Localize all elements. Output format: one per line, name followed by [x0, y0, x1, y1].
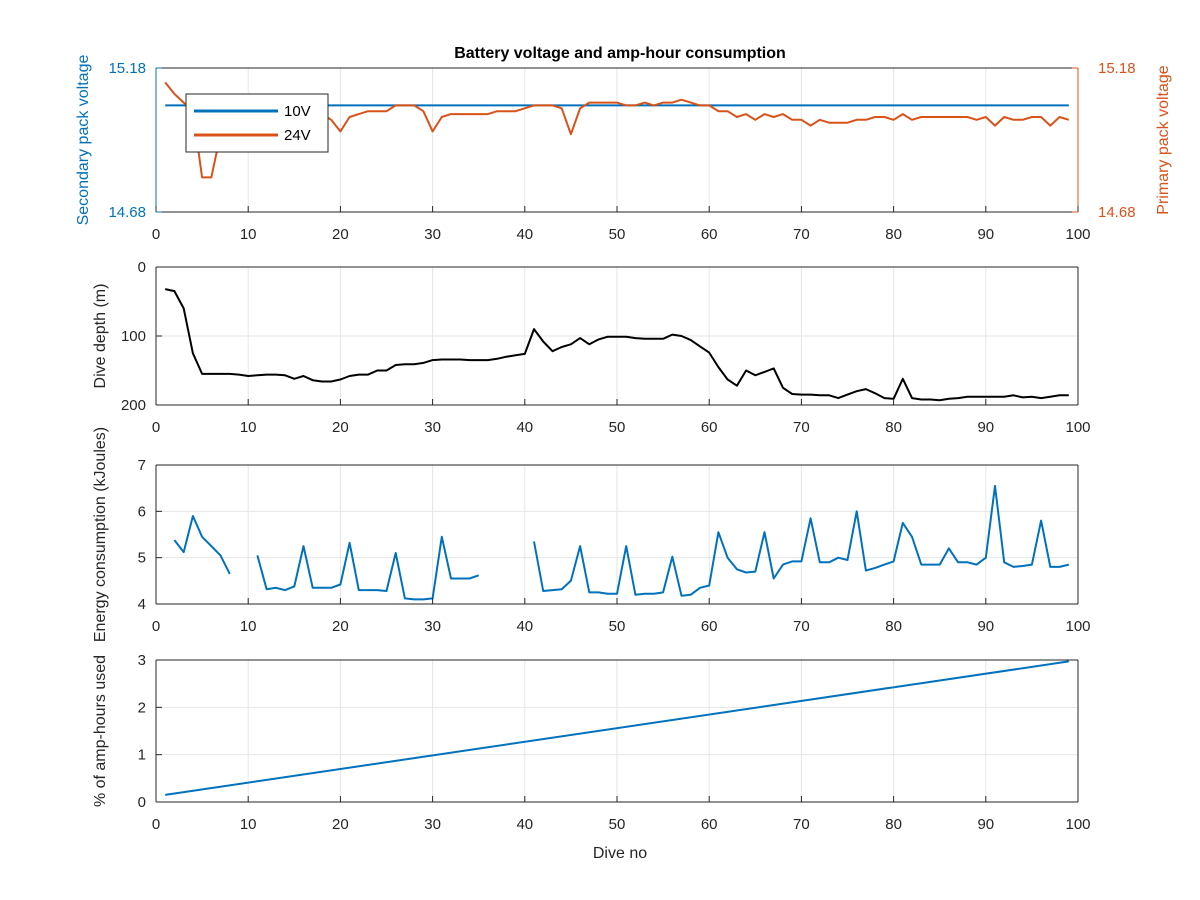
x-tick-label-0-10: 100	[1065, 226, 1090, 243]
y-axis-label-1: Dive depth (m)	[92, 284, 109, 389]
x-tick-label-0-4: 40	[516, 226, 533, 243]
x-tick-label-1-8: 80	[885, 419, 902, 436]
y-tick-label-1-2: 200	[121, 397, 146, 414]
x-tick-label-3-4: 40	[516, 816, 533, 833]
x-tick-label-2-5: 50	[609, 618, 626, 635]
x-tick-label-1-7: 70	[793, 419, 810, 436]
y-tick-label-0-0: 14.68	[108, 204, 146, 221]
x-tick-label-1-6: 60	[701, 419, 718, 436]
legend-box	[185, 93, 329, 153]
y-right-tick-label-0-1: 15.18	[1098, 60, 1136, 77]
x-tick-label-1-0: 0	[152, 419, 160, 436]
x-tick-label-1-4: 40	[516, 419, 533, 436]
x-tick-label-1-1: 10	[240, 419, 257, 436]
y-tick-label-0-1: 15.18	[108, 60, 146, 77]
y-tick-label-1-0: 0	[138, 259, 146, 276]
x-tick-label-0-1: 10	[240, 226, 257, 243]
legend-label-24v: 24V	[284, 127, 311, 144]
x-tick-label-0-2: 20	[332, 226, 349, 243]
plots-container: 0 10 20 30 40 50 60 70 80 90 10014.6815.1814.6815.…	[75, 55, 1172, 833]
y-tick-label-3-1: 1	[138, 747, 146, 764]
x-tick-label-1-5: 50	[609, 419, 626, 436]
x-tick-label-0-8: 80	[885, 226, 902, 243]
y-axis-label-3: % of amp-hours used	[92, 655, 109, 807]
x-tick-label-0-0: 0	[152, 226, 160, 243]
x-tick-label-3-3: 30	[424, 816, 441, 833]
y-tick-label-2-0: 4	[138, 596, 146, 613]
x-tick-label-3-2: 20	[332, 816, 349, 833]
y-axis-label-0: Secondary pack voltage	[75, 55, 92, 226]
y-tick-label-3-2: 2	[138, 699, 146, 716]
x-tick-label-0-3: 30	[424, 226, 441, 243]
x-tick-label-2-0: 0	[152, 618, 160, 635]
x-tick-label-2-1: 10	[240, 618, 257, 635]
x-tick-label-0-6: 60	[701, 226, 718, 243]
x-tick-label-2-9: 90	[977, 618, 994, 635]
y-axis-label-2: Energy consumption (kJoules)	[92, 427, 109, 642]
y-tick-label-1-1: 100	[121, 328, 146, 345]
x-tick-label-3-8: 80	[885, 816, 902, 833]
y-tick-label-2-1: 5	[138, 550, 146, 567]
x-tick-label-3-1: 10	[240, 816, 257, 833]
x-tick-label-3-7: 70	[793, 816, 810, 833]
x-tick-label-0-7: 70	[793, 226, 810, 243]
y-tick-label-3-3: 3	[138, 652, 146, 669]
x-tick-label-2-4: 40	[516, 618, 533, 635]
x-tick-label-3-9: 90	[977, 816, 994, 833]
figure-title: Battery voltage and amp-hour consumption	[454, 45, 786, 62]
x-tick-label-2-8: 80	[885, 618, 902, 635]
x-tick-label-1-10: 100	[1065, 419, 1090, 436]
x-tick-label-3-6: 60	[701, 816, 718, 833]
x-tick-label-0-5: 50	[609, 226, 626, 243]
series-line-2-0	[173, 484, 1070, 601]
x-tick-label-2-3: 30	[424, 618, 441, 635]
y-right-tick-label-0-0: 14.68	[1098, 204, 1136, 221]
y-tick-label-2-3: 7	[138, 457, 146, 474]
legend-label-10v: 10V	[284, 103, 311, 120]
x-tick-label-3-0: 0	[152, 816, 160, 833]
x-tick-label-2-10: 100	[1065, 618, 1090, 635]
x-tick-label-3-5: 50	[609, 816, 626, 833]
x-tick-label-2-6: 60	[701, 618, 718, 635]
series-line-1-0	[164, 288, 1069, 402]
y-tick-label-3-0: 0	[138, 794, 146, 811]
x-tick-label-2-7: 70	[793, 618, 810, 635]
x-tick-label-3-10: 100	[1065, 816, 1090, 833]
x-tick-label-1-3: 30	[424, 419, 441, 436]
x-tick-label-1-9: 90	[977, 419, 994, 436]
x-axis-label: Dive no	[593, 845, 647, 862]
x-tick-label-0-9: 90	[977, 226, 994, 243]
y-right-axis-label-0: Primary pack voltage	[1155, 65, 1172, 214]
x-tick-label-1-2: 20	[332, 419, 349, 436]
x-tick-label-2-2: 20	[332, 618, 349, 635]
series-line-3-0	[165, 660, 1069, 796]
y-tick-label-2-2: 6	[138, 503, 146, 520]
